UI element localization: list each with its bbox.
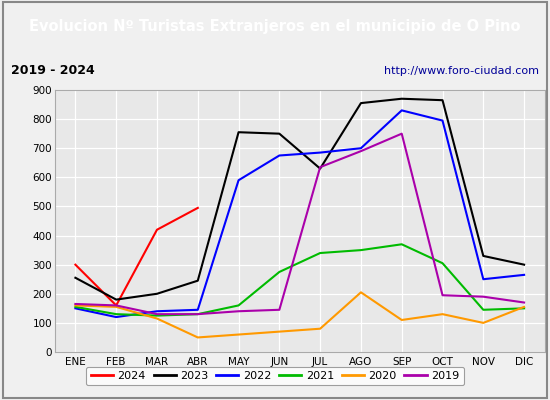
Text: http://www.foro-ciudad.com: http://www.foro-ciudad.com — [384, 66, 539, 76]
Text: Evolucion Nº Turistas Extranjeros en el municipio de O Pino: Evolucion Nº Turistas Extranjeros en el … — [29, 20, 521, 34]
Legend: 2024, 2023, 2022, 2021, 2020, 2019: 2024, 2023, 2022, 2021, 2020, 2019 — [86, 366, 464, 386]
Text: 2019 - 2024: 2019 - 2024 — [11, 64, 95, 78]
